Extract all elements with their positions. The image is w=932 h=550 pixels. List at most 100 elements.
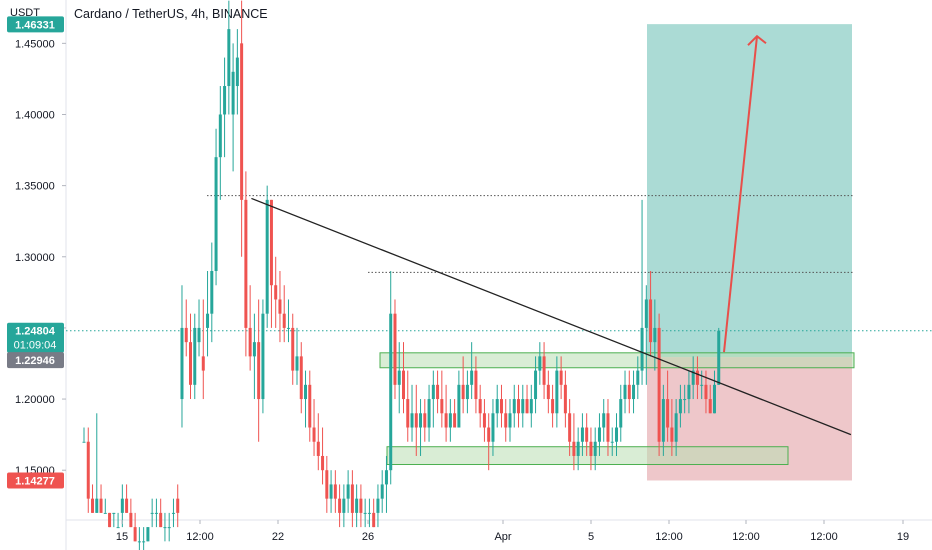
- candle: [210, 242, 214, 343]
- candle-body: [282, 313, 286, 328]
- candle: [717, 327, 721, 385]
- candle-body: [167, 527, 171, 529]
- stop-price-badge-text: 1.14277: [15, 475, 55, 487]
- candle-body: [414, 413, 418, 428]
- candle: [227, 0, 231, 115]
- candle: [265, 185, 269, 328]
- candle: [154, 498, 158, 528]
- candle-body: [359, 498, 363, 513]
- candle: [372, 498, 376, 528]
- candle-body: [632, 384, 636, 400]
- candle: [274, 256, 278, 328]
- candle: [99, 484, 103, 513]
- candle: [180, 285, 184, 428]
- candle: [316, 413, 320, 471]
- candle: [414, 384, 418, 456]
- candle: [448, 399, 452, 442]
- candle: [103, 498, 107, 514]
- candle: [517, 384, 521, 428]
- candle-body: [86, 441, 90, 499]
- candle: [350, 470, 354, 528]
- candle-body: [393, 313, 397, 385]
- candle-body: [154, 512, 158, 514]
- candle: [304, 370, 308, 428]
- candle-body: [125, 498, 129, 513]
- candle: [299, 342, 303, 414]
- candle: [666, 370, 670, 442]
- candle: [363, 498, 367, 528]
- candle: [214, 128, 218, 286]
- candle-body: [372, 512, 376, 528]
- candle: [427, 384, 431, 442]
- candle-body: [244, 199, 248, 328]
- candle: [465, 370, 469, 414]
- candle: [615, 413, 618, 456]
- candle: [201, 299, 205, 400]
- candle-body: [384, 470, 388, 485]
- candle-body: [704, 384, 708, 400]
- candle: [593, 427, 597, 471]
- candle-body: [602, 413, 606, 428]
- candle-body: [218, 114, 222, 158]
- candle-body: [640, 327, 644, 371]
- candle: [551, 384, 555, 428]
- candle-body: [206, 313, 210, 328]
- candle: [291, 313, 295, 385]
- candle-body: [440, 399, 444, 414]
- candle: [95, 413, 99, 513]
- candle-body: [252, 342, 256, 357]
- candle-body: [687, 384, 691, 400]
- range-box-lower: [386, 446, 789, 466]
- countdown-timer: 01:09:04: [14, 340, 57, 352]
- candle-body: [499, 399, 503, 414]
- candle-body: [572, 441, 576, 456]
- candle: [338, 484, 342, 528]
- currency-unit-label: USDT: [10, 7, 40, 19]
- candle-body: [214, 157, 218, 271]
- candle-body: [108, 512, 112, 528]
- candle-body: [712, 384, 716, 414]
- candle-body: [627, 384, 631, 400]
- time-tick-label: 12:00: [186, 531, 214, 543]
- candle: [410, 384, 414, 442]
- candle: [568, 399, 572, 456]
- candle-body: [478, 399, 482, 414]
- candle: [367, 498, 371, 528]
- high-price-badge: 1.46331: [7, 16, 64, 33]
- candle-body: [521, 399, 525, 414]
- candle: [619, 384, 623, 442]
- candle-body: [461, 384, 465, 400]
- candle-body: [95, 498, 99, 513]
- candle: [223, 57, 227, 158]
- candle-body: [316, 441, 320, 456]
- candle: [218, 86, 222, 200]
- stop-price-badge: 1.14277: [7, 472, 64, 489]
- candle: [125, 484, 129, 513]
- candle: [444, 384, 448, 442]
- candle: [461, 356, 465, 414]
- candle-body: [197, 327, 201, 343]
- candle-body: [189, 342, 192, 385]
- candle: [116, 512, 120, 529]
- candle-body: [231, 71, 235, 115]
- candle-body: [342, 498, 346, 513]
- candle: [610, 427, 614, 456]
- candle-body: [555, 370, 559, 414]
- candle-body: [619, 399, 623, 428]
- candle: [91, 484, 95, 513]
- candle: [163, 512, 167, 542]
- candle-body: [700, 384, 704, 386]
- candle-body: [546, 384, 550, 400]
- candle-body: [312, 427, 316, 442]
- candle-body: [235, 57, 239, 87]
- candle-body: [474, 370, 478, 400]
- candle: [546, 370, 550, 414]
- candle: [235, 29, 239, 115]
- candle: [478, 384, 482, 428]
- candle: [142, 527, 146, 550]
- candle-body: [193, 327, 197, 385]
- candle-body: [653, 327, 657, 343]
- candle-body: [99, 498, 103, 513]
- candle-body: [389, 313, 393, 471]
